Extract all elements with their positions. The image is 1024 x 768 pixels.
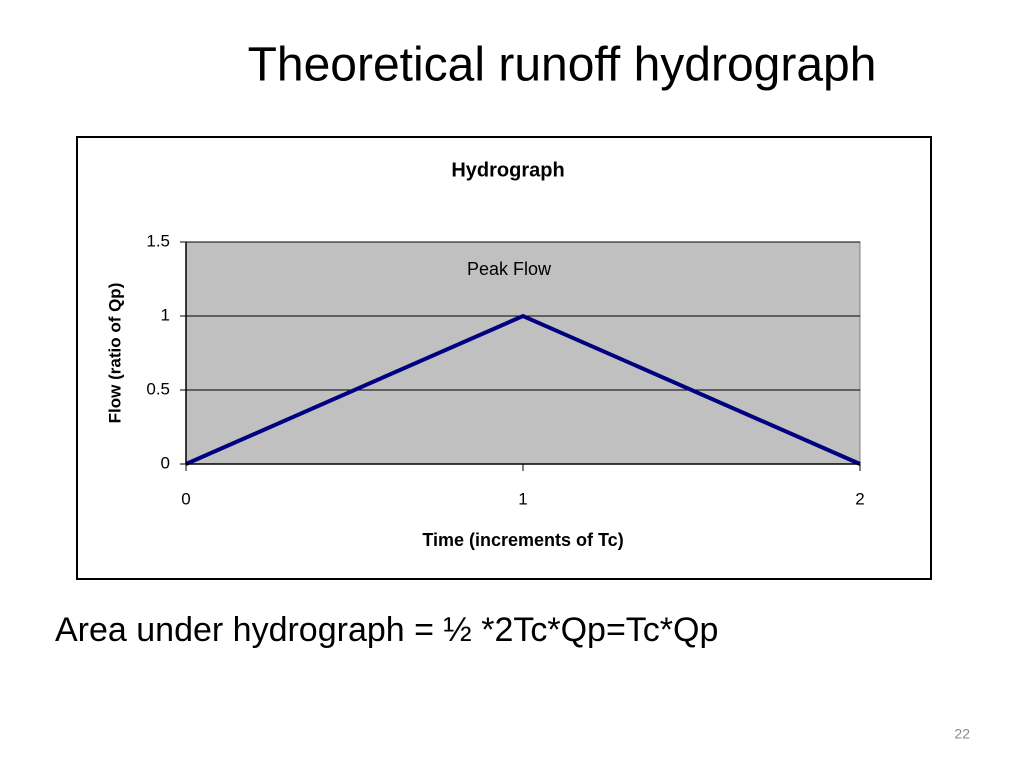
annotation: Peak Flow [467, 259, 552, 279]
y-tick-label: 0 [161, 453, 170, 472]
y-tick-label: 0.5 [146, 379, 170, 398]
x-tick-label: 2 [855, 489, 864, 508]
chart-title: Hydrograph [451, 159, 564, 181]
caption: Area under hydrograph = ½ *2Tc*Qp=Tc*Qp [55, 611, 718, 649]
plot-area [185, 241, 861, 465]
line [185, 313, 861, 466]
x-axis-label: Time (increments of Tc) [422, 530, 623, 550]
x-tick-label: 1 [518, 489, 527, 508]
y-tick-label: 1.5 [146, 231, 170, 250]
slide-title: Theoretical runoff hydrograph [248, 39, 877, 92]
x-tick-label: 0 [181, 489, 190, 508]
page-number: 22 [954, 726, 970, 742]
y-tick-label: 1 [161, 305, 170, 324]
y-axis-label: Flow (ratio of Qp) [105, 283, 124, 424]
